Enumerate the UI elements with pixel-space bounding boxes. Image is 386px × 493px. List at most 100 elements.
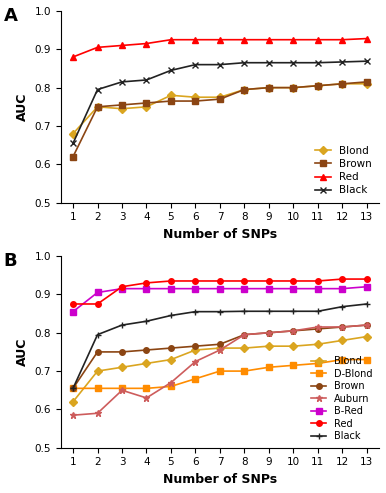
Red	[242, 37, 247, 43]
D-Blond	[267, 364, 271, 370]
D-Blond	[71, 386, 75, 391]
Auburn	[340, 324, 345, 330]
Brown	[120, 102, 124, 108]
X-axis label: Number of SNPs: Number of SNPs	[163, 473, 277, 486]
Black	[364, 301, 369, 307]
Line: Brown: Brown	[70, 79, 369, 159]
X-axis label: Number of SNPs: Number of SNPs	[163, 228, 277, 241]
Blond	[144, 360, 149, 366]
Blond	[71, 399, 75, 405]
Brown	[120, 349, 124, 355]
Red	[340, 276, 345, 282]
Blond	[120, 364, 124, 370]
Black	[169, 313, 173, 318]
Brown	[169, 98, 173, 104]
Brown	[340, 81, 345, 87]
D-Blond	[291, 362, 296, 368]
Blond	[218, 345, 222, 351]
Black	[95, 332, 100, 338]
Brown	[340, 324, 345, 330]
Blond	[364, 334, 369, 340]
Red	[315, 278, 320, 284]
Black	[120, 322, 124, 328]
Brown	[169, 345, 173, 351]
Auburn	[193, 358, 198, 364]
Black	[169, 68, 173, 73]
B-Red	[291, 285, 296, 291]
Red	[120, 42, 124, 48]
Auburn	[315, 324, 320, 330]
Brown	[315, 326, 320, 332]
B-Red	[144, 285, 149, 291]
D-Blond	[169, 384, 173, 389]
Legend: Blond, D-Blond, Brown, Auburn, B-Red, Red, Black: Blond, D-Blond, Brown, Auburn, B-Red, Re…	[310, 354, 374, 443]
Red	[218, 37, 222, 43]
Y-axis label: AUC: AUC	[16, 338, 29, 366]
Blond	[193, 347, 198, 353]
Auburn	[71, 412, 75, 418]
Blond	[267, 85, 271, 91]
Auburn	[95, 410, 100, 416]
B-Red	[218, 285, 222, 291]
Auburn	[291, 328, 296, 334]
Brown	[144, 100, 149, 106]
Blond	[169, 356, 173, 362]
Red	[144, 280, 149, 286]
D-Blond	[95, 386, 100, 391]
Brown	[218, 341, 222, 347]
Red	[193, 37, 198, 43]
Red	[315, 37, 320, 43]
B-Red	[120, 285, 124, 291]
Brown	[218, 96, 222, 102]
Red	[267, 278, 271, 284]
B-Red	[242, 285, 247, 291]
Blond	[315, 83, 320, 89]
Black	[193, 62, 198, 68]
D-Blond	[315, 360, 320, 366]
B-Red	[315, 285, 320, 291]
Blond	[71, 131, 75, 137]
Blond	[95, 368, 100, 374]
Blond	[267, 343, 271, 349]
Black	[242, 308, 247, 314]
Red	[242, 278, 247, 284]
Brown	[291, 328, 296, 334]
Auburn	[144, 395, 149, 401]
Blond	[218, 94, 222, 100]
Red	[364, 276, 369, 282]
Black	[267, 308, 271, 314]
Black	[340, 59, 345, 65]
Black	[193, 309, 198, 315]
B-Red	[169, 285, 173, 291]
Legend: Blond, Brown, Red, Black: Blond, Brown, Red, Black	[313, 144, 374, 198]
Black	[218, 62, 222, 68]
Red	[71, 301, 75, 307]
Line: Brown: Brown	[70, 322, 369, 391]
Auburn	[218, 347, 222, 353]
Red	[291, 37, 296, 43]
Brown	[315, 83, 320, 89]
Blond	[120, 106, 124, 112]
Black	[71, 386, 75, 391]
Line: Red: Red	[70, 36, 369, 60]
Red	[364, 35, 369, 41]
Black	[291, 308, 296, 314]
Brown	[364, 322, 369, 328]
Black	[242, 60, 247, 66]
Blond	[291, 343, 296, 349]
Black	[291, 60, 296, 66]
Brown	[242, 332, 247, 338]
Brown	[71, 386, 75, 391]
Line: Red: Red	[70, 276, 369, 307]
Black	[95, 87, 100, 93]
Blond	[242, 87, 247, 93]
Red	[340, 37, 345, 43]
Auburn	[267, 330, 271, 336]
Text: B: B	[3, 252, 17, 270]
Black	[340, 304, 345, 310]
D-Blond	[144, 386, 149, 391]
Black	[144, 77, 149, 83]
Red	[291, 278, 296, 284]
Auburn	[169, 380, 173, 386]
Red	[218, 278, 222, 284]
